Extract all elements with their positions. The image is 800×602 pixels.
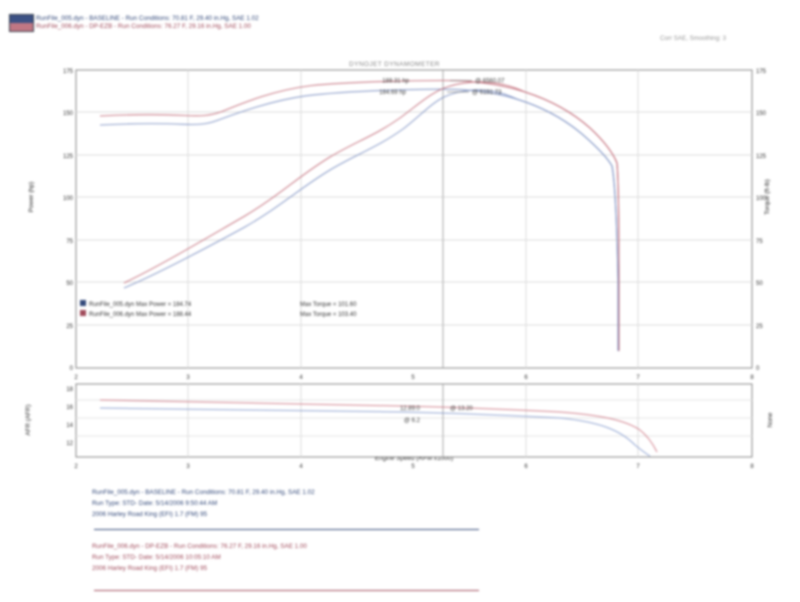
- svg-text:4: 4: [299, 464, 303, 470]
- svg-text:4: 4: [299, 375, 303, 381]
- svg-text:2: 2: [74, 464, 78, 470]
- svg-text:6: 6: [524, 375, 528, 381]
- svg-text:12: 12: [66, 441, 73, 447]
- svg-text:100: 100: [63, 196, 74, 202]
- svg-text:@ 6191.73: @ 6191.73: [472, 90, 502, 96]
- svg-text:None: None: [767, 412, 774, 428]
- svg-text:25: 25: [756, 324, 763, 330]
- svg-text:8: 8: [750, 464, 754, 470]
- svg-text:12.89:0: 12.89:0: [400, 406, 421, 412]
- svg-text:75: 75: [756, 239, 763, 245]
- svg-text:150: 150: [756, 111, 767, 117]
- svg-text:@ 6560.07: @ 6560.07: [475, 79, 505, 85]
- svg-text:5: 5: [411, 464, 415, 470]
- svg-text:Power (hp): Power (hp): [28, 182, 35, 213]
- svg-text:6: 6: [524, 464, 528, 470]
- svg-text:Max Torque = 101.60: Max Torque = 101.60: [300, 302, 357, 308]
- svg-text:AFR (AFR): AFR (AFR): [25, 404, 32, 435]
- svg-text:3: 3: [186, 375, 190, 381]
- svg-text:7: 7: [636, 375, 640, 381]
- svg-text:5: 5: [411, 375, 415, 381]
- svg-text:175: 175: [756, 69, 767, 75]
- svg-text:50: 50: [756, 281, 763, 287]
- svg-text:3: 3: [186, 464, 190, 470]
- svg-text:18: 18: [66, 387, 73, 393]
- svg-text:2: 2: [74, 375, 78, 381]
- svg-text:8: 8: [750, 375, 754, 381]
- svg-text:RunFile_005.dyn Max Power = 18: RunFile_005.dyn Max Power = 184.74: [89, 302, 192, 308]
- svg-text:0: 0: [70, 366, 74, 372]
- svg-text:7: 7: [636, 464, 640, 470]
- svg-text:125: 125: [756, 154, 767, 160]
- svg-text:184.69 hp: 184.69 hp: [379, 90, 406, 96]
- svg-text:50: 50: [66, 281, 73, 287]
- svg-text:16: 16: [66, 405, 73, 411]
- svg-text:175: 175: [63, 69, 74, 75]
- svg-text:14: 14: [66, 423, 73, 429]
- svg-text:188.31 hp: 188.31 hp: [382, 79, 409, 85]
- svg-text:0: 0: [756, 366, 760, 372]
- svg-text:25: 25: [66, 324, 73, 330]
- svg-text:@ 13.20: @ 13.20: [450, 406, 473, 412]
- svg-text:150: 150: [63, 111, 74, 117]
- svg-text:125: 125: [63, 154, 74, 160]
- svg-text:@ 6.2: @ 6.2: [404, 418, 421, 424]
- svg-text:Max Torque = 103.40: Max Torque = 103.40: [300, 312, 357, 318]
- svg-text:75: 75: [66, 239, 73, 245]
- svg-text:Torque (ft-lb): Torque (ft-lb): [764, 179, 771, 215]
- svg-text:RunFile_006.dyn Max Power = 18: RunFile_006.dyn Max Power = 188.44: [89, 312, 192, 318]
